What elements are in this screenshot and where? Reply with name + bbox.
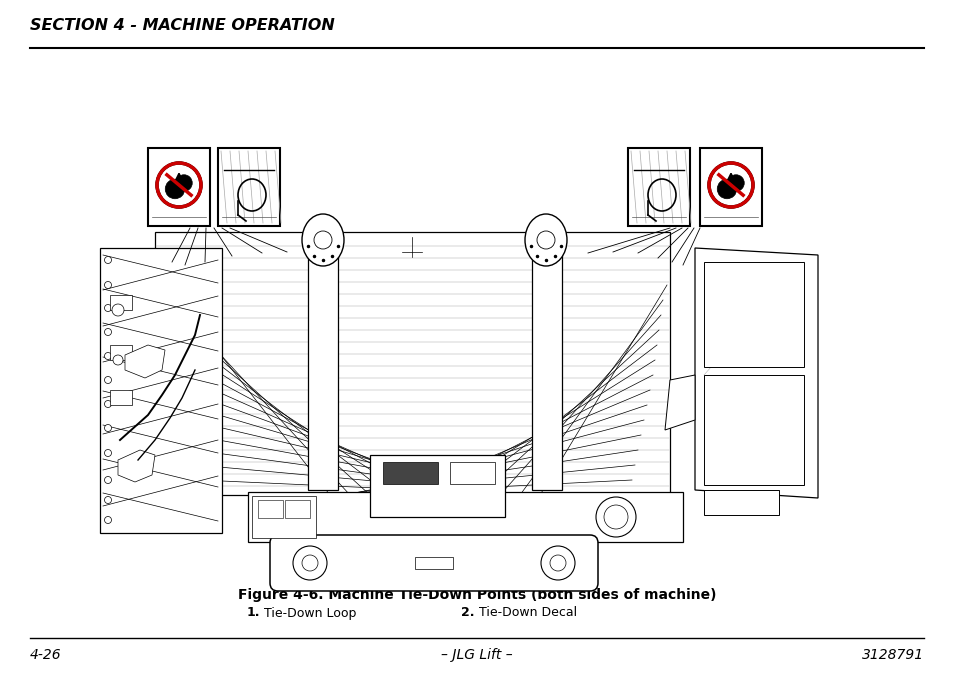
Circle shape [105,281,112,289]
Circle shape [105,329,112,335]
Bar [382,462,437,484]
Circle shape [157,163,201,207]
Circle shape [165,179,185,199]
Text: 3128791: 3128791 [861,648,923,662]
Bar [110,390,132,405]
Circle shape [105,516,112,523]
Bar [110,345,132,360]
Bar [218,148,280,226]
Circle shape [550,555,565,571]
Bar [30,58,923,638]
Circle shape [717,179,736,199]
Text: Tie-Down Loop: Tie-Down Loop [260,606,356,619]
Bar [700,148,761,226]
Circle shape [105,256,112,264]
Circle shape [302,555,317,571]
Circle shape [112,304,124,316]
Circle shape [105,304,112,312]
Circle shape [314,231,332,249]
Circle shape [105,377,112,383]
Polygon shape [664,375,695,430]
Text: Tie-Down Decal: Tie-Down Decal [475,606,577,619]
Polygon shape [118,450,154,482]
Polygon shape [125,345,165,378]
Bar [285,500,310,518]
Circle shape [105,496,112,504]
Bar [703,375,803,485]
Circle shape [293,546,327,580]
Bar [370,455,504,517]
Circle shape [603,505,627,529]
Bar [110,295,132,310]
Bar [100,248,222,533]
Circle shape [105,450,112,456]
Circle shape [537,231,555,249]
Bar [450,462,495,484]
Bar [257,500,283,518]
Text: 2.: 2. [461,606,475,619]
Circle shape [112,355,123,365]
Text: – JLG Lift –: – JLG Lift – [440,648,513,662]
Bar [627,148,689,226]
FancyBboxPatch shape [270,535,598,591]
Circle shape [708,163,752,207]
Bar [703,262,803,367]
Bar [248,492,682,542]
Polygon shape [154,232,669,495]
Text: Figure 4-6. Machine Tie-Down Points (both sides of machine): Figure 4-6. Machine Tie-Down Points (bot… [237,588,716,602]
Circle shape [175,175,193,191]
Circle shape [105,425,112,431]
Bar [308,255,337,490]
Bar [148,148,210,226]
Text: 4-26: 4-26 [30,648,62,662]
Circle shape [105,352,112,360]
Text: 1.: 1. [246,606,260,619]
Polygon shape [695,248,817,498]
Circle shape [727,175,743,191]
Bar [415,557,453,569]
Circle shape [540,546,575,580]
Circle shape [105,400,112,408]
Circle shape [596,497,636,537]
Bar [252,496,315,538]
Text: SECTION 4 - MACHINE OPERATION: SECTION 4 - MACHINE OPERATION [30,18,335,33]
Circle shape [105,477,112,483]
Bar [703,490,779,515]
Ellipse shape [524,214,566,266]
Bar [532,255,561,490]
Ellipse shape [302,214,344,266]
